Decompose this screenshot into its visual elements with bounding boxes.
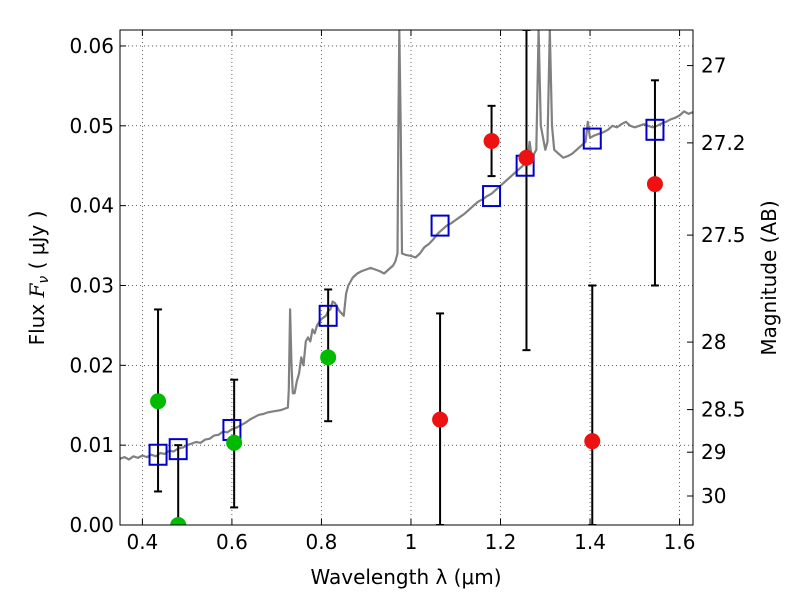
y-axis-label: Flux Fν ( μJy ): [25, 211, 52, 346]
mag-tick-label: 28: [701, 330, 726, 354]
y-tick-label: 0.00: [69, 513, 114, 537]
grid: [120, 30, 693, 525]
plot-area: [120, 30, 693, 525]
y2-axis-label: Magnitude (AB): [757, 200, 781, 355]
x-tick-label: 1.6: [664, 530, 696, 554]
observed-point: [150, 393, 167, 410]
observed-point: [483, 132, 500, 149]
model-band-square: [482, 185, 502, 208]
x-tick-label: 0.8: [306, 530, 338, 554]
observed-point: [226, 434, 243, 451]
x-tick-label: 0.6: [216, 530, 248, 554]
x-tick-label: 1.4: [574, 530, 606, 554]
x-axis-label: Wavelength λ (μm): [310, 565, 501, 589]
x-tick-label: 1.2: [485, 530, 517, 554]
observed-point: [584, 433, 601, 450]
model-band-square: [318, 304, 338, 327]
mag-tick-label: 29: [701, 440, 726, 464]
x-tick-label: 1: [405, 530, 418, 554]
y-tick-label: 0.05: [69, 114, 114, 138]
model-band-square: [582, 127, 602, 150]
observed-point: [170, 517, 187, 525]
y-label-symbol: F: [25, 282, 49, 298]
y-tick-label: 0.06: [69, 34, 114, 58]
y-label-prefix: Flux: [25, 297, 49, 345]
y-label-subscript: ν: [36, 276, 52, 284]
y-tick-label: 0.02: [69, 353, 114, 377]
mag-tick-label: 27: [701, 54, 726, 78]
model-band-square: [430, 214, 450, 237]
mag-tick-label: 30: [701, 484, 726, 508]
model-band-square: [148, 443, 168, 466]
model-spectrum-line: [120, 30, 693, 461]
mag-tick-label: 27.2: [701, 131, 746, 155]
axes-frame: [119, 29, 694, 526]
model-band-square: [645, 118, 665, 141]
observed-point: [320, 349, 337, 366]
y-tick-label: 0.01: [69, 433, 114, 457]
y-tick-label: 0.03: [69, 273, 114, 297]
observed-point: [646, 176, 663, 193]
model-band-square: [168, 438, 188, 461]
x-tick-label: 0.4: [126, 530, 158, 554]
y-label-suffix: ( μJy ): [25, 211, 49, 276]
mag-tick-label: 27.5: [701, 223, 746, 247]
ticks: 0.4 0.6 0.8 1 1.2 1.4 1.6 0.00 0.01 0.02 0.03 0.04 0…: [69, 30, 746, 554]
mag-tick-label: 28.5: [701, 398, 746, 422]
observed-point: [518, 149, 535, 166]
y-tick-label: 0.04: [69, 194, 114, 218]
observed-point: [432, 411, 449, 428]
